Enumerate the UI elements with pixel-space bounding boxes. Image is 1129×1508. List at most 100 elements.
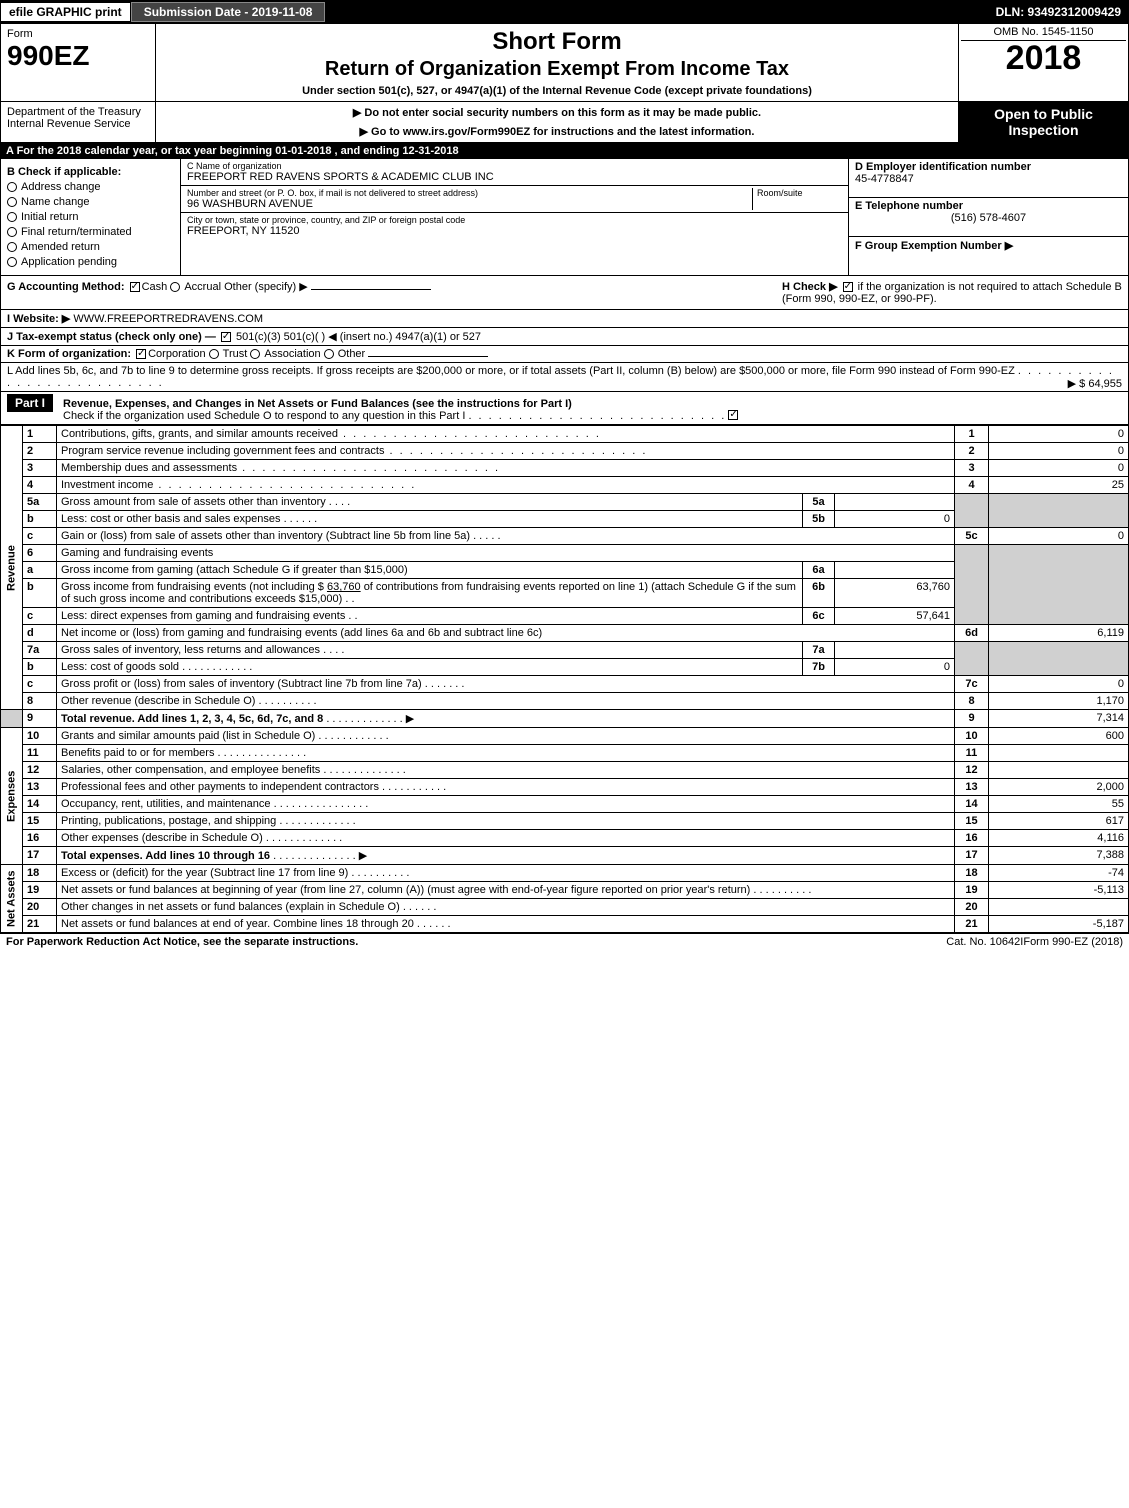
line-6d-value: 6,119 (989, 625, 1129, 642)
table-row: c Gain or (loss) from sale of assets oth… (1, 528, 1129, 545)
line-20-value (989, 899, 1129, 916)
tax-period-row: A For the 2018 calendar year, or tax yea… (0, 143, 1129, 159)
revenue-section-label: Revenue (1, 426, 23, 710)
line-2-value: 0 (989, 443, 1129, 460)
efile-print-label[interactable]: efile GRAPHIC print (0, 2, 131, 22)
line-14-value: 55 (989, 796, 1129, 813)
line-10-value: 600 (989, 728, 1129, 745)
checkbox-trust[interactable] (209, 349, 219, 359)
checkbox-initial-return[interactable]: Initial return (7, 211, 174, 223)
checkbox-accrual[interactable] (170, 282, 180, 292)
table-row: 5a Gross amount from sale of assets othe… (1, 494, 1129, 511)
table-row: 21 Net assets or fund balances at end of… (1, 916, 1129, 933)
page-footer: For Paperwork Reduction Act Notice, see … (0, 933, 1129, 950)
ssn-warning: ▶ Do not enter social security numbers o… (160, 106, 954, 119)
box-c: C Name of organization FREEPORT RED RAVE… (181, 159, 848, 275)
line-16-value: 4,116 (989, 830, 1129, 847)
street-value: 96 WASHBURN AVENUE (187, 198, 752, 210)
expenses-section-label: Expenses (1, 728, 23, 865)
other-specify-input[interactable] (311, 289, 431, 290)
l-text: L Add lines 5b, 6c, and 7b to line 9 to … (7, 365, 1015, 377)
box-f: F Group Exemption Number ▶ (849, 237, 1128, 275)
inspection-badge: Open to Public Inspection (958, 102, 1128, 142)
under-section-text: Under section 501(c), 527, or 4947(a)(1)… (162, 85, 952, 97)
table-row: 14 Occupancy, rent, utilities, and maint… (1, 796, 1129, 813)
return-title: Return of Organization Exempt From Incom… (162, 58, 952, 81)
part-i-label: Part I (7, 394, 53, 412)
line-19-value: -5,113 (989, 882, 1129, 899)
catalog-number: Cat. No. 10642I (946, 936, 1023, 948)
g-label: G Accounting Method: (7, 281, 125, 293)
checkbox-address-change[interactable]: Address change (7, 181, 174, 193)
checkbox-corporation[interactable] (136, 349, 146, 359)
line-5a-value (835, 494, 955, 511)
gross-receipts-row: L Add lines 5b, 6c, and 7b to line 9 to … (0, 363, 1129, 392)
table-row: 17 Total expenses. Add lines 10 through … (1, 847, 1129, 865)
org-name-label: C Name of organization (187, 161, 842, 171)
checkbox-amended-return[interactable]: Amended return (7, 241, 174, 253)
checkbox-501c3[interactable] (221, 332, 231, 342)
other-org-input[interactable] (368, 356, 488, 357)
line-6c-value: 57,641 (835, 608, 955, 625)
line-13-value: 2,000 (989, 779, 1129, 796)
identity-block: B Check if applicable: Address change Na… (0, 159, 1129, 276)
table-row: 12 Salaries, other compensation, and emp… (1, 762, 1129, 779)
city-value: FREEPORT, NY 11520 (187, 225, 842, 237)
line-17-value: 7,388 (989, 847, 1129, 865)
accounting-row: G Accounting Method: Cash Accrual Other … (0, 276, 1129, 310)
checkbox-schedule-b[interactable] (843, 282, 853, 292)
dln-label: DLN: 93492312009429 (988, 5, 1129, 19)
checkbox-schedule-o[interactable] (728, 410, 738, 420)
table-row: 3 Membership dues and assessments 3 0 (1, 460, 1129, 477)
box-def: D Employer identification number 45-4778… (848, 159, 1128, 275)
group-exemption-label: F Group Exemption Number ▶ (855, 240, 1013, 252)
line-7c-value: 0 (989, 676, 1129, 693)
year-box: OMB No. 1545-1150 2018 (958, 24, 1128, 101)
box-h: H Check ▶ if the organization is not req… (782, 280, 1122, 305)
table-row: Net Assets 18 Excess or (deficit) for th… (1, 865, 1129, 882)
j-options: 501(c)(3) 501(c)( ) ◀ (insert no.) 4947(… (236, 331, 481, 343)
org-name: FREEPORT RED RAVENS SPORTS & ACADEMIC CL… (187, 171, 842, 183)
org-name-row: C Name of organization FREEPORT RED RAVE… (181, 159, 848, 186)
line-9-value: 7,314 (989, 710, 1129, 728)
l-amount: ▶ $ 64,955 (1068, 377, 1122, 390)
checkbox-final-return[interactable]: Final return/terminated (7, 226, 174, 238)
phone-value: (516) 578-4607 (855, 212, 1122, 224)
box-b-heading: B Check if applicable: (7, 166, 174, 178)
box-d: D Employer identification number 45-4778… (849, 159, 1128, 198)
line-21-value: -5,187 (989, 916, 1129, 933)
line-3-value: 0 (989, 460, 1129, 477)
department-row: Department of the Treasury Internal Reve… (0, 102, 1129, 143)
form-number: 990EZ (7, 40, 149, 72)
checkbox-name-change[interactable]: Name change (7, 196, 174, 208)
table-row: d Net income or (loss) from gaming and f… (1, 625, 1129, 642)
line-7a-value (835, 642, 955, 659)
line-8-value: 1,170 (989, 693, 1129, 710)
street-row: Number and street (or P. O. box, if mail… (181, 186, 848, 213)
submission-date-button[interactable]: Submission Date - 2019-11-08 (131, 2, 326, 22)
department-label: Department of the Treasury Internal Reve… (1, 102, 156, 142)
checkbox-association[interactable] (250, 349, 260, 359)
line-18-value: -74 (989, 865, 1129, 882)
line-1-value: 0 (989, 426, 1129, 443)
tax-exempt-row: J Tax-exempt status (check only one) — 5… (0, 328, 1129, 346)
form-number-box: Form 990EZ (1, 24, 156, 101)
line-7b-value: 0 (835, 659, 955, 676)
goto-link[interactable]: ▶ Go to www.irs.gov/Form990EZ for instru… (360, 126, 755, 138)
website-row: I Website: ▶ WWW.FREEPORTREDRAVENS.COM (0, 310, 1129, 328)
checkbox-other-org[interactable] (324, 349, 334, 359)
i-label: I Website: ▶ (7, 313, 70, 325)
table-row: 20 Other changes in net assets or fund b… (1, 899, 1129, 916)
k-label: K Form of organization: (7, 348, 131, 360)
checkbox-cash[interactable] (130, 282, 140, 292)
j-label: J Tax-exempt status (check only one) — (7, 331, 216, 343)
table-row: 19 Net assets or fund balances at beginn… (1, 882, 1129, 899)
checkbox-application-pending[interactable]: Application pending (7, 256, 174, 268)
table-row: 15 Printing, publications, postage, and … (1, 813, 1129, 830)
city-label: City or town, state or province, country… (187, 215, 842, 225)
short-form-title: Short Form (162, 28, 952, 56)
line-12-value (989, 762, 1129, 779)
line-4-value: 25 (989, 477, 1129, 494)
phone-label: E Telephone number (855, 200, 1122, 212)
website-value[interactable]: WWW.FREEPORTREDRAVENS.COM (73, 313, 263, 325)
